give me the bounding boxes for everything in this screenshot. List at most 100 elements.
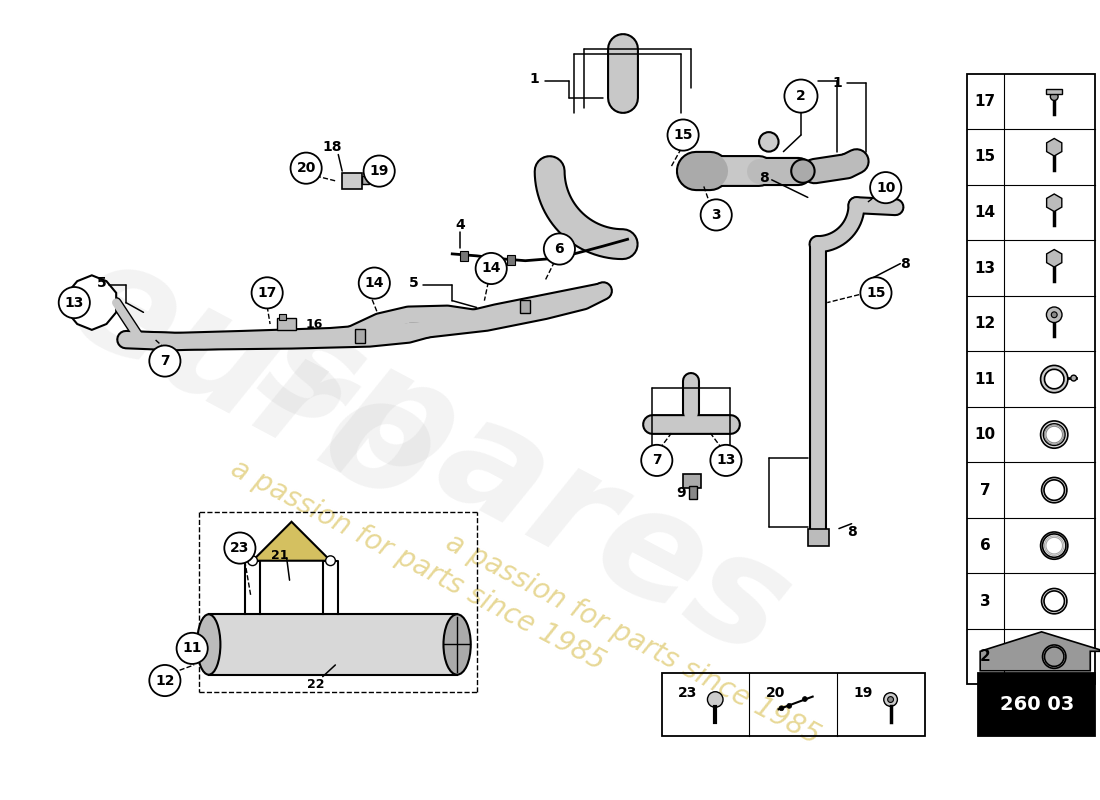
Text: 21: 21: [271, 550, 288, 562]
Text: 7: 7: [161, 354, 169, 368]
Text: 14: 14: [975, 205, 996, 220]
Circle shape: [150, 665, 180, 696]
Circle shape: [784, 79, 817, 113]
Text: 8: 8: [900, 257, 910, 270]
Circle shape: [290, 153, 321, 184]
Polygon shape: [253, 522, 330, 561]
Text: 17: 17: [257, 286, 277, 300]
Circle shape: [860, 278, 891, 309]
Text: 6: 6: [554, 242, 564, 256]
Text: 2: 2: [980, 649, 990, 664]
Text: 3: 3: [980, 594, 990, 609]
Circle shape: [359, 267, 389, 298]
Bar: [1046, 89, 1062, 94]
Circle shape: [707, 692, 723, 707]
Text: 17: 17: [975, 94, 996, 109]
Bar: [507, 255, 515, 265]
Bar: [209, 614, 458, 674]
Text: 1: 1: [529, 71, 539, 86]
Circle shape: [364, 155, 395, 186]
Bar: [683, 474, 701, 488]
Bar: [460, 251, 467, 261]
Text: 1: 1: [832, 77, 842, 90]
Ellipse shape: [197, 614, 220, 674]
Circle shape: [802, 697, 807, 702]
Text: 23: 23: [230, 541, 250, 555]
Text: a passion for parts since 1985: a passion for parts since 1985: [227, 454, 611, 677]
Circle shape: [883, 693, 898, 706]
Bar: [807, 529, 829, 546]
Text: 12: 12: [155, 674, 175, 687]
Bar: [355, 329, 364, 342]
Circle shape: [248, 556, 257, 566]
Text: 7: 7: [652, 454, 661, 467]
Text: 9: 9: [676, 486, 686, 499]
Circle shape: [786, 703, 792, 708]
Text: 14: 14: [482, 262, 500, 275]
Circle shape: [252, 278, 283, 309]
Bar: [662, 673, 925, 736]
Text: 20: 20: [296, 161, 316, 175]
Circle shape: [1052, 312, 1057, 318]
Text: 3: 3: [712, 208, 720, 222]
Circle shape: [1050, 93, 1058, 101]
Bar: [689, 486, 696, 499]
Circle shape: [888, 697, 893, 702]
Text: 16: 16: [305, 318, 322, 331]
Bar: [520, 300, 530, 314]
Polygon shape: [1046, 194, 1062, 211]
Text: 260 03: 260 03: [1000, 695, 1074, 714]
Circle shape: [475, 253, 507, 284]
Text: 7: 7: [980, 482, 990, 498]
Bar: [342, 173, 362, 189]
Text: 15: 15: [975, 150, 996, 165]
Text: 4: 4: [455, 218, 465, 232]
Text: 10: 10: [975, 427, 996, 442]
Text: 19: 19: [370, 164, 389, 178]
Circle shape: [870, 172, 901, 203]
Text: 5: 5: [97, 276, 107, 290]
Circle shape: [759, 132, 779, 152]
Text: 11: 11: [975, 371, 996, 386]
Text: 2: 2: [796, 89, 806, 103]
Text: a passion for parts since 1985: a passion for parts since 1985: [441, 528, 824, 750]
Circle shape: [1046, 307, 1062, 322]
Text: 13: 13: [716, 454, 736, 467]
Text: 19: 19: [854, 686, 873, 700]
Text: 5: 5: [408, 276, 418, 290]
Text: 13: 13: [65, 295, 84, 310]
Circle shape: [791, 159, 815, 182]
Text: 15: 15: [673, 128, 693, 142]
Polygon shape: [1046, 138, 1062, 156]
Circle shape: [701, 199, 732, 230]
Bar: [277, 318, 296, 330]
Text: 15: 15: [866, 286, 886, 300]
Text: 8: 8: [759, 171, 769, 185]
Text: 14: 14: [364, 276, 384, 290]
Bar: [362, 176, 370, 184]
Bar: [279, 314, 286, 320]
Text: 20: 20: [766, 686, 785, 700]
Text: 8: 8: [847, 525, 857, 538]
Text: 12: 12: [975, 316, 996, 331]
Polygon shape: [1046, 250, 1062, 267]
Circle shape: [641, 445, 672, 476]
Circle shape: [668, 119, 698, 150]
Polygon shape: [980, 632, 1100, 670]
Circle shape: [58, 287, 90, 318]
Circle shape: [177, 633, 208, 664]
Circle shape: [779, 706, 784, 710]
Text: 6: 6: [980, 538, 990, 553]
Bar: [967, 74, 1096, 685]
Text: 18: 18: [322, 140, 342, 154]
Circle shape: [711, 445, 741, 476]
Text: spares: spares: [238, 287, 813, 688]
Circle shape: [224, 533, 255, 564]
Text: euro: euro: [44, 222, 461, 538]
Circle shape: [326, 556, 336, 566]
Text: 23: 23: [679, 686, 697, 700]
Circle shape: [1070, 375, 1077, 381]
Bar: [978, 673, 1096, 736]
Circle shape: [543, 234, 575, 265]
Text: 22: 22: [307, 678, 324, 691]
